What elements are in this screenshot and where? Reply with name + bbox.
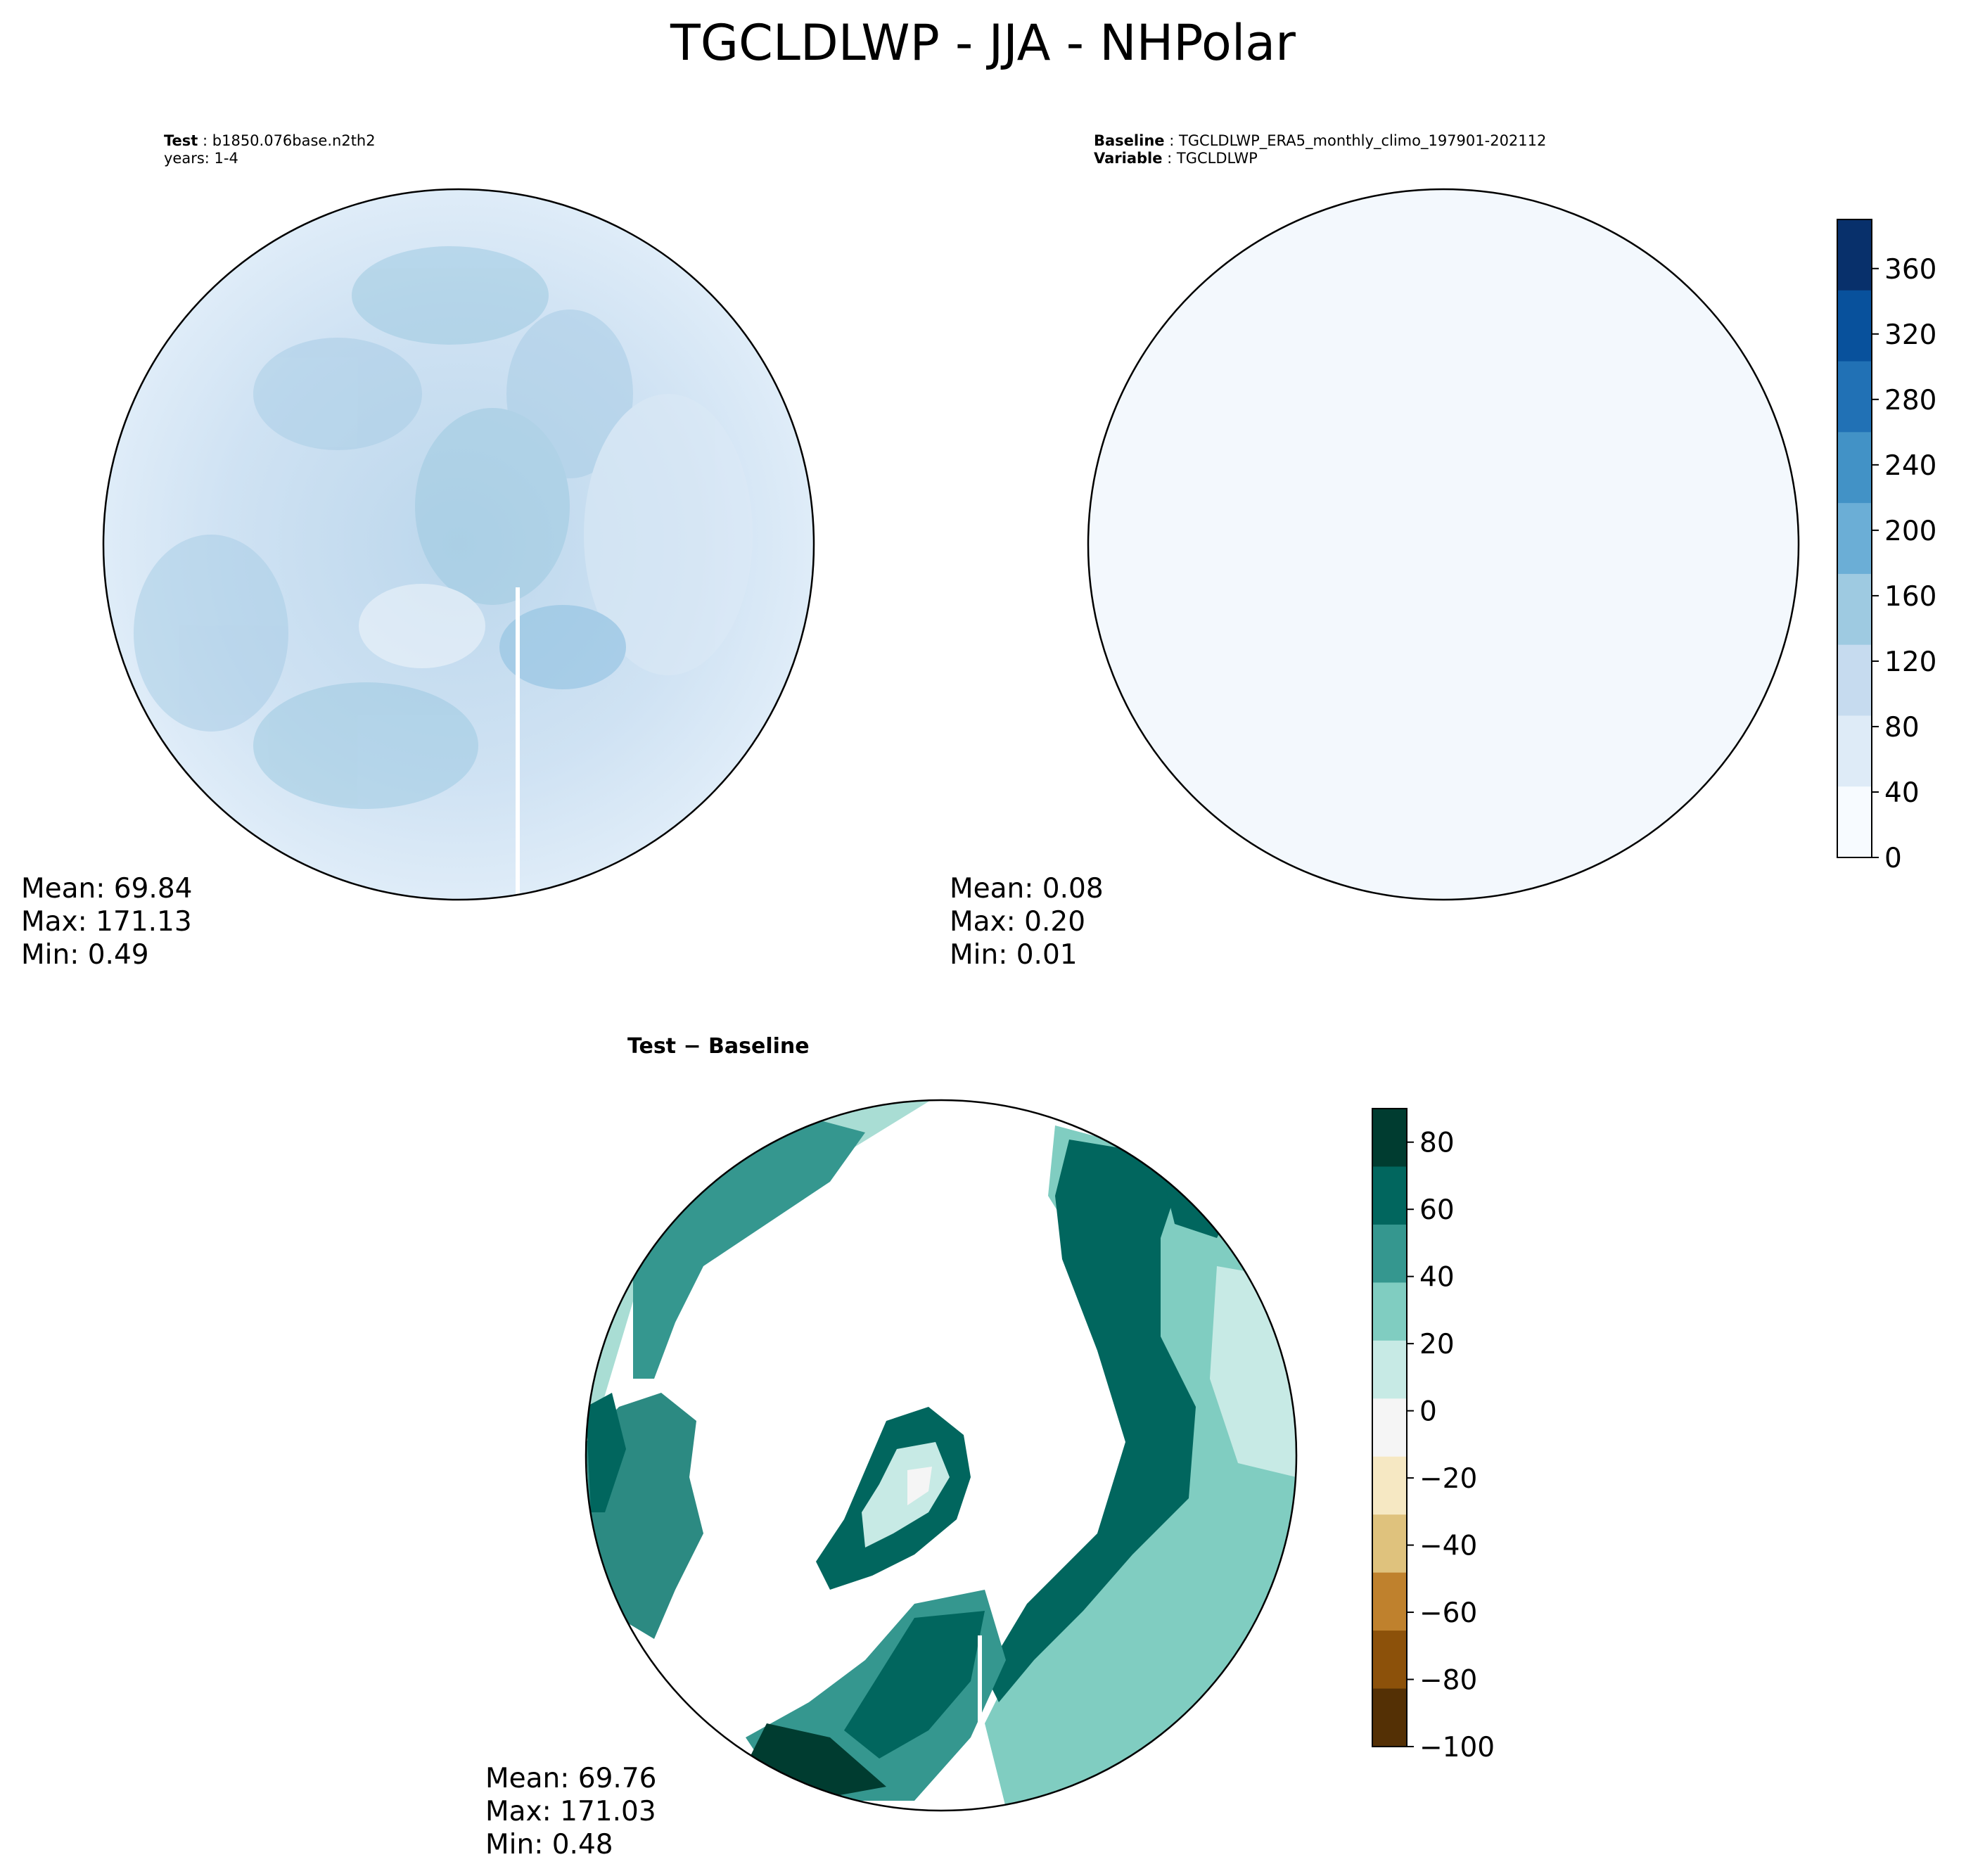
colorbar-main-tick-label: 360 [1884, 254, 1936, 286]
colorbar-main-swatch [1837, 644, 1872, 716]
colorbar-main-swatch [1837, 503, 1872, 575]
colorbar-diff-tick-label: 20 [1419, 1329, 1455, 1360]
colorbar-diff-tick-label: −20 [1419, 1463, 1477, 1495]
test-min: Min: 0.49 [21, 939, 149, 971]
colorbar-main-frame [1837, 219, 1872, 858]
baseline-map [1087, 188, 1800, 901]
baseline-max: Max: 0.20 [950, 906, 1086, 938]
diff-max: Max: 171.03 [485, 1796, 656, 1827]
test-field-blobs [134, 246, 753, 809]
colorbar-diff-frame [1372, 1108, 1408, 1747]
colorbar-diff-swatch [1372, 1109, 1407, 1167]
colorbar-main-swatch [1837, 715, 1872, 787]
colorbar-main-swatch [1837, 786, 1872, 858]
diff-title: Test − Baseline [627, 1034, 810, 1059]
figure-title: TGCLDLWP - JJA - NHPolar [670, 14, 1296, 72]
colorbar-diff-tick-label: 0 [1419, 1396, 1437, 1428]
colorbar-diff-tick-label: −100 [1419, 1732, 1495, 1763]
colorbar-diff-swatch [1372, 1514, 1407, 1574]
colorbar-main-swatch [1837, 290, 1872, 362]
baseline-subtitle: Baseline : TGCLDLWP_ERA5_monthly_climo_1… [1094, 132, 1547, 167]
colorbar-main-tick-label: 0 [1884, 843, 1902, 874]
diff-map [585, 1099, 1298, 1812]
colorbar-main-tick-label: 240 [1884, 450, 1936, 482]
baseline-mean: Mean: 0.08 [950, 873, 1104, 905]
baseline-case: TGCLDLWP_ERA5_monthly_climo_197901-20211… [1178, 132, 1547, 149]
colorbar-diff-tick-label: −40 [1419, 1531, 1477, 1562]
baseline-stats: Mean: 0.08 Max: 0.20 Min: 0.01 [950, 872, 1104, 971]
colorbar-main-tick-label: 40 [1884, 777, 1920, 809]
colorbar-diff: −100 −80 −60 −40 −20 0 20 40 60 80 [1372, 1108, 1495, 1763]
colorbar-diff-swatch [1372, 1282, 1407, 1341]
test-map [102, 188, 815, 901]
colorbar-diff-swatch [1372, 1456, 1407, 1515]
colorbar-main-swatch [1837, 432, 1872, 504]
test-stats: Mean: 69.84 Max: 171.13 Min: 0.49 [21, 872, 192, 971]
colorbar-diff-swatch [1372, 1224, 1407, 1283]
colorbar-diff-tick-label: 60 [1419, 1194, 1455, 1226]
colorbar-main-tick-label: 200 [1884, 516, 1936, 547]
colorbar-main-tick-label: 120 [1884, 646, 1936, 678]
colorbar-diff-swatch [1372, 1398, 1407, 1457]
test-years: years: 1-4 [164, 150, 238, 167]
colorbar-main-tick-label: 80 [1884, 712, 1920, 744]
test-mean: Mean: 69.84 [21, 873, 193, 905]
colorbar-diff-tick-label: 80 [1419, 1128, 1455, 1159]
colorbar-diff-swatch [1372, 1166, 1407, 1225]
variable-label: Variable [1094, 150, 1163, 167]
colorbar-diff-swatch [1372, 1688, 1407, 1747]
colorbar-diff-swatch [1372, 1572, 1407, 1631]
colorbar-diff-swatch [1372, 1340, 1407, 1399]
baseline-label: Baseline [1094, 132, 1165, 149]
colorbar-main-tick-label: 320 [1884, 319, 1936, 351]
colorbar-main: 0 40 80 120 160 200 240 280 320 360 [1837, 219, 1936, 874]
colorbar-main-swatch [1837, 573, 1872, 646]
colorbar-main-swatch [1837, 219, 1872, 291]
colorbar-diff-swatch [1372, 1631, 1407, 1690]
colorbar-diff-tick-label: −60 [1419, 1597, 1477, 1629]
test-max: Max: 171.13 [21, 906, 192, 938]
test-label: Test [164, 132, 198, 149]
colorbar-diff-tick-label: 40 [1419, 1262, 1455, 1294]
test-case: b1850.076base.n2th2 [212, 132, 376, 149]
diff-min: Min: 0.48 [485, 1829, 613, 1861]
diff-stats: Mean: 69.76 Max: 171.03 Min: 0.48 [485, 1762, 656, 1861]
colorbar-diff-tick-label: −80 [1419, 1665, 1477, 1697]
baseline-min: Min: 0.01 [950, 939, 1078, 971]
colorbar-main-tick-label: 160 [1884, 581, 1936, 613]
colorbar-main-swatch [1837, 361, 1872, 433]
diff-mean: Mean: 69.76 [485, 1763, 657, 1794]
test-subtitle: Test : b1850.076base.n2th2 years: 1-4 [164, 132, 376, 167]
baseline-variable: TGCLDLWP [1176, 150, 1258, 167]
colorbar-main-tick-label: 280 [1884, 385, 1936, 416]
